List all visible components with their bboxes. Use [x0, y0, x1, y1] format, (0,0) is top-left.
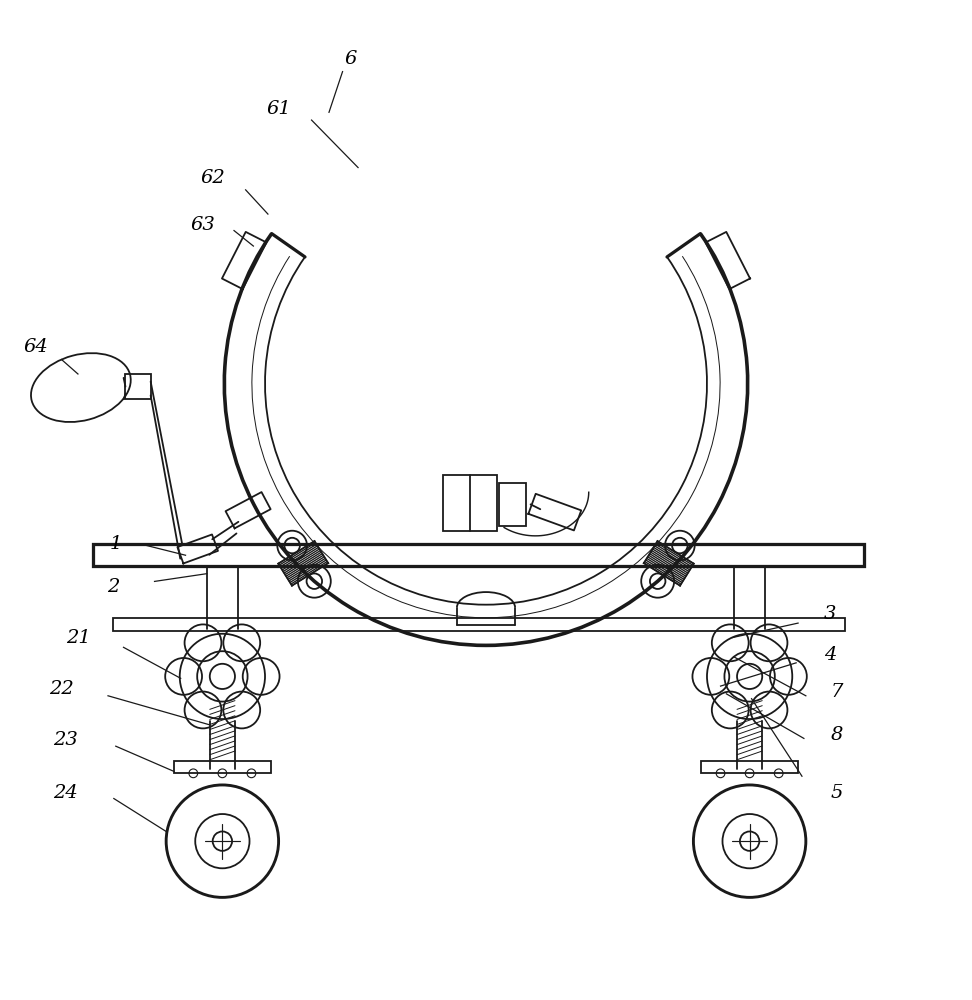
Text: 2: 2	[107, 578, 119, 596]
Text: 61: 61	[266, 100, 291, 118]
Text: 6: 6	[344, 50, 357, 68]
Bar	[113, 618, 845, 631]
Text: 1: 1	[110, 535, 122, 553]
Text: 5: 5	[831, 784, 843, 802]
Bar	[499, 483, 526, 526]
Text: 63: 63	[191, 216, 216, 234]
Text: 8: 8	[831, 726, 843, 744]
Text: 21: 21	[66, 629, 91, 647]
Text: 22: 22	[50, 680, 74, 698]
Bar	[93, 544, 864, 566]
Text: 64: 64	[23, 338, 48, 356]
Text: 62: 62	[200, 169, 226, 187]
Text: 7: 7	[831, 683, 843, 701]
Text: 3: 3	[824, 605, 836, 623]
Text: 4: 4	[824, 646, 836, 664]
Text: 24: 24	[53, 784, 78, 802]
Bar	[125, 374, 151, 399]
Text: 23: 23	[53, 731, 78, 749]
Bar	[174, 761, 271, 773]
Bar	[443, 475, 497, 531]
Bar	[701, 761, 798, 773]
